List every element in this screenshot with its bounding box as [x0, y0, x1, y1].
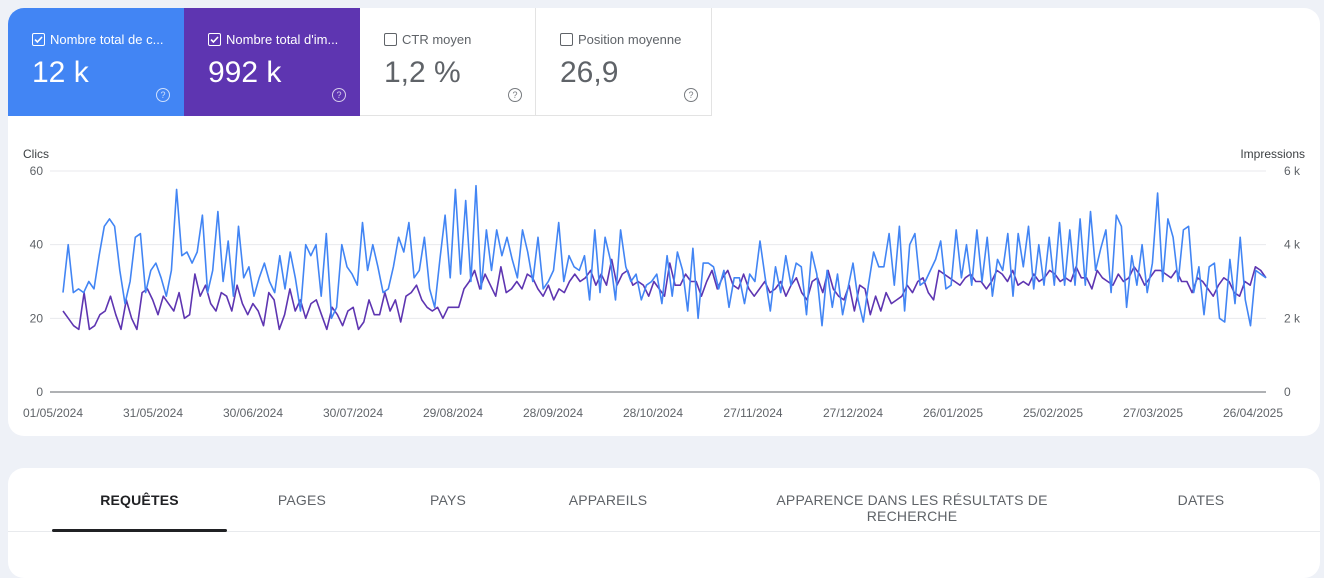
metric-label: Nombre total de c... [50, 32, 164, 47]
dimension-tabs-card: REQUÊTES PAGES PAYS APPAREILS APPARENCE … [8, 468, 1320, 578]
metrics-bar: Nombre total de c... 12 k ? Nombre total… [8, 8, 712, 116]
line-chart-svg: Clics Impressions 0 0 20 2 k 40 4 k 60 6 k 01/05… [23, 147, 1305, 420]
x-tick-label: 01/05/2024 [23, 406, 83, 420]
x-tick-label: 25/02/2025 [1023, 406, 1083, 420]
metric-total-clicks[interactable]: Nombre total de c... 12 k ? [8, 8, 184, 116]
metric-average-ctr[interactable]: CTR moyen 1,2 % ? [360, 8, 536, 116]
metric-average-position[interactable]: Position moyenne 26,9 ? [536, 8, 712, 116]
metric-label: Nombre total d'im... [226, 32, 339, 47]
y-right-tick-label: 2 k [1284, 311, 1301, 325]
x-tick-label: 30/07/2024 [323, 406, 383, 420]
x-tick-label: 30/06/2024 [223, 406, 283, 420]
metric-value: 992 k [208, 56, 282, 89]
active-tab-indicator [52, 529, 227, 532]
metric-label: CTR moyen [402, 32, 472, 47]
checkbox-checked-icon[interactable] [32, 33, 45, 46]
help-circle-icon[interactable]: ? [332, 88, 346, 102]
checkbox-checked-icon[interactable] [208, 33, 221, 46]
x-tick-label: 29/08/2024 [423, 406, 483, 420]
help-circle-icon[interactable]: ? [156, 88, 170, 102]
x-tick-label: 26/04/2025 [1223, 406, 1283, 420]
metric-value: 12 k [32, 56, 89, 89]
tab-pages[interactable]: PAGES [277, 492, 327, 508]
checkbox-unchecked-icon[interactable] [560, 33, 573, 46]
left-axis-title: Clics [23, 147, 49, 161]
x-tick-label: 27/03/2025 [1123, 406, 1183, 420]
tab-pays[interactable]: PAYS [429, 492, 467, 508]
tab-apparence-resultats[interactable]: APPARENCE DANS LES RÉSULTATS DE RECHERCH… [776, 492, 1048, 524]
x-tick-label: 26/01/2025 [923, 406, 983, 420]
series-line-clicks [62, 184, 1267, 327]
y-right-tick-label: 0 [1284, 385, 1291, 399]
performance-chart: Clics Impressions 0 0 20 2 k 40 4 k 60 6 k 01/05… [8, 116, 1320, 436]
y-left-tick-label: 40 [30, 238, 44, 252]
tab-requetes[interactable]: REQUÊTES [100, 492, 179, 508]
y-right-tick-label: 6 k [1284, 164, 1301, 178]
help-circle-icon[interactable]: ? [684, 88, 698, 102]
x-tick-label: 28/09/2024 [523, 406, 583, 420]
y-left-tick-label: 60 [30, 164, 44, 178]
tab-appareils[interactable]: APPAREILS [568, 492, 648, 508]
metric-label: Position moyenne [578, 32, 682, 47]
help-circle-icon[interactable]: ? [508, 88, 522, 102]
metric-value: 26,9 [560, 56, 619, 89]
tabs-divider [8, 531, 1320, 532]
metric-value: 1,2 % [384, 56, 461, 89]
x-tick-label: 28/10/2024 [623, 406, 683, 420]
tab-dates[interactable]: DATES [1177, 492, 1225, 508]
x-tick-label: 31/05/2024 [123, 406, 183, 420]
right-axis-title: Impressions [1240, 147, 1305, 161]
performance-card: Nombre total de c... 12 k ? Nombre total… [8, 8, 1320, 436]
x-tick-label: 27/12/2024 [823, 406, 883, 420]
metric-total-impressions[interactable]: Nombre total d'im... 992 k ? [184, 8, 360, 116]
y-left-tick-label: 0 [36, 385, 43, 399]
y-right-tick-label: 4 k [1284, 238, 1301, 252]
x-tick-label: 27/11/2024 [723, 406, 782, 420]
y-left-tick-label: 20 [30, 311, 44, 325]
checkbox-unchecked-icon[interactable] [384, 33, 397, 46]
